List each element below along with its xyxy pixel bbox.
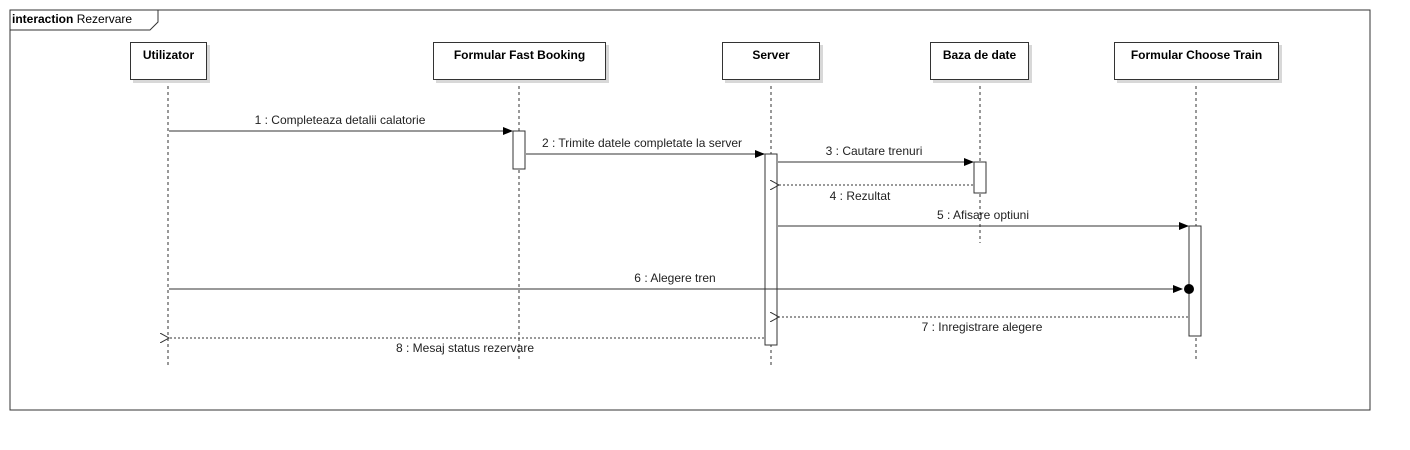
- activation-choose-train: [1188, 225, 1202, 337]
- lifeline-head-choose-train[interactable]: Formular Choose Train: [1114, 42, 1279, 80]
- message-label-2: 2 : Trimite datele completate la server: [541, 136, 743, 150]
- found-message-dot: [1184, 284, 1194, 294]
- message-label-5: 5 : Afisare optiuni: [936, 208, 1030, 222]
- lifeline-head-utilizator[interactable]: Utilizator: [130, 42, 207, 80]
- interaction-frame: [9, 9, 1371, 411]
- activation-fast-booking: [512, 130, 526, 170]
- frame-title-tab: [10, 10, 159, 31]
- frame-title: interaction Rezervare: [12, 12, 132, 26]
- lifeline-head-baza-de-date[interactable]: Baza de date: [930, 42, 1029, 80]
- message-label-8: 8 : Mesaj status rezervare: [395, 341, 535, 355]
- message-label-4: 4 : Rezultat: [829, 189, 891, 203]
- message-label-7: 7 : Inregistrare alegere: [921, 320, 1043, 334]
- activation-baza-de-date: [973, 161, 987, 194]
- activation-server: [764, 153, 778, 346]
- frame-name: Rezervare: [76, 12, 133, 26]
- message-label-1: 1 : Completeaza detalii calatorie: [254, 113, 426, 127]
- frame-keyword: interaction: [12, 12, 74, 26]
- message-label-3: 3 : Cautare trenuri: [825, 144, 923, 158]
- lifeline-head-fast-booking[interactable]: Formular Fast Booking: [433, 42, 606, 80]
- lifeline-head-server[interactable]: Server: [722, 42, 820, 80]
- message-label-6: 6 : Alegere tren: [634, 271, 716, 285]
